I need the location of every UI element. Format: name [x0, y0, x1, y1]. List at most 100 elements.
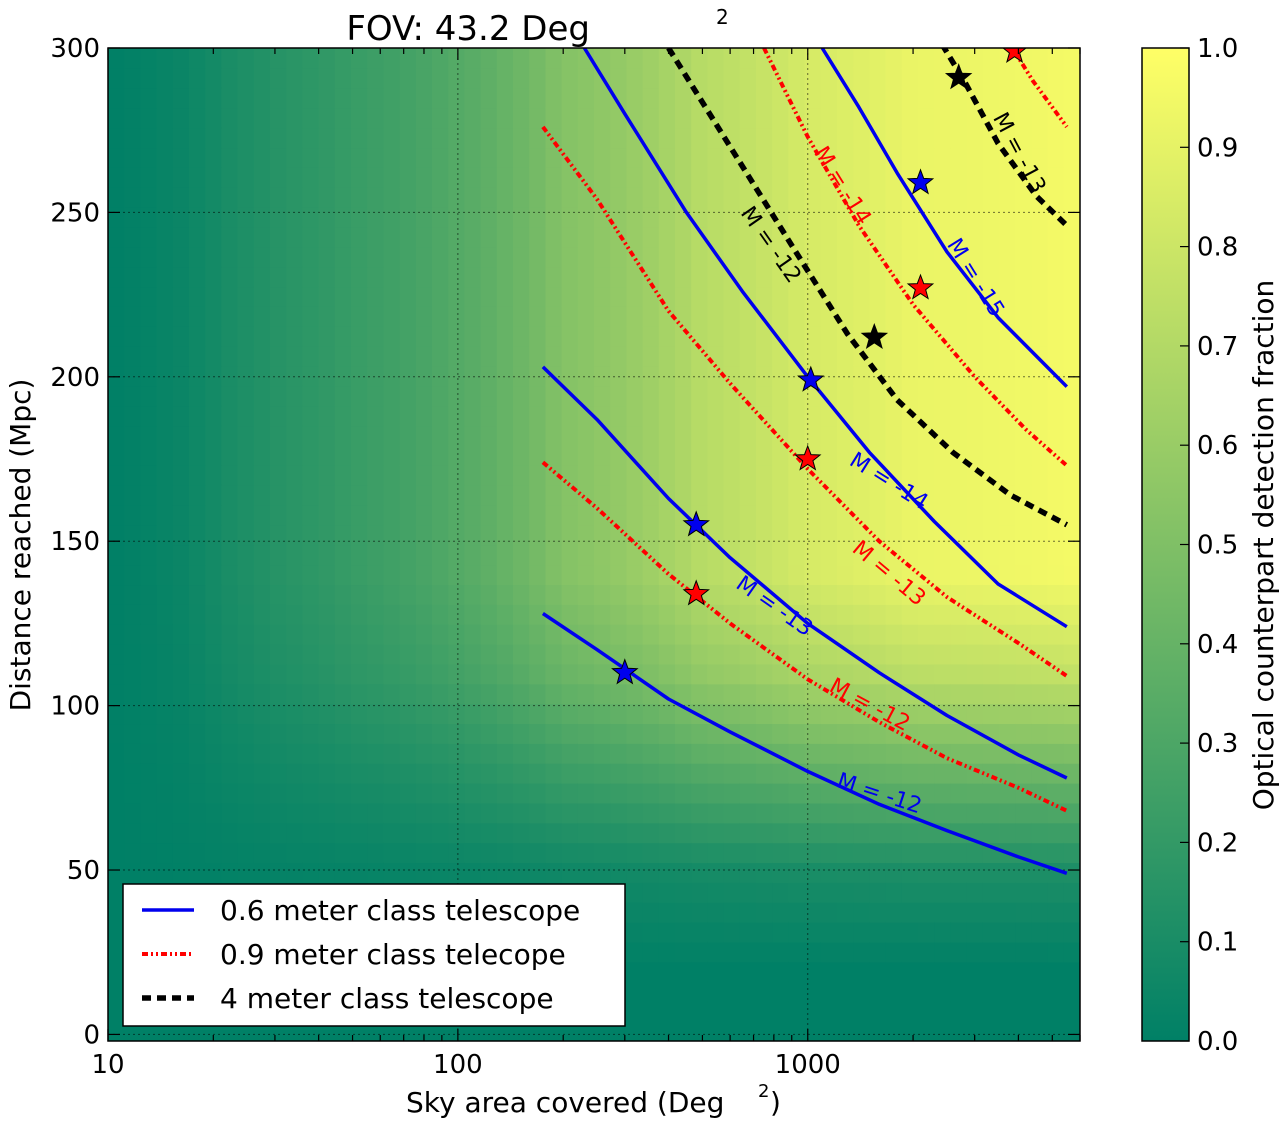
- heatmap-cell: [189, 663, 206, 685]
- heatmap-cell: [253, 127, 271, 149]
- heatmap-cell: [221, 425, 239, 446]
- heatmap-cell: [934, 306, 952, 327]
- heatmap-cell: [140, 604, 158, 625]
- heatmap-cell: [399, 484, 417, 506]
- heatmap-cell: [934, 167, 952, 188]
- heatmap-cell: [1063, 623, 1080, 645]
- heatmap-cell: [415, 246, 433, 268]
- heatmap-cell: [918, 862, 935, 883]
- heatmap-cell: [561, 802, 579, 824]
- heatmap-cell: [464, 286, 482, 307]
- heatmap-cell: [999, 1021, 1016, 1041]
- heatmap-cell: [982, 187, 1000, 208]
- heatmap-cell: [966, 762, 984, 784]
- heatmap-cell: [853, 882, 871, 903]
- heatmap-cell: [1047, 147, 1065, 168]
- heatmap-cell: [545, 286, 563, 307]
- heatmap-cell: [675, 445, 692, 466]
- heatmap-cell: [577, 544, 595, 566]
- heatmap-cell: [513, 87, 530, 109]
- heatmap-cell: [286, 266, 304, 288]
- heatmap-cell: [270, 425, 287, 446]
- heatmap-cell: [934, 345, 952, 367]
- heatmap-cell: [221, 802, 239, 824]
- heatmap-cell: [756, 643, 773, 665]
- heatmap-cell: [399, 226, 417, 248]
- heatmap-cell: [772, 544, 790, 566]
- heatmap-cell: [869, 604, 887, 625]
- heatmap-cell: [529, 365, 547, 387]
- heatmap-cell: [982, 326, 1000, 347]
- heatmap-cell: [901, 365, 919, 387]
- heatmap-cell: [432, 226, 449, 248]
- heatmap-cell: [837, 623, 854, 645]
- heatmap-cell: [788, 584, 806, 605]
- heatmap-cell: [1015, 782, 1033, 804]
- heatmap-cell: [1047, 425, 1065, 446]
- heatmap-cell: [772, 643, 790, 665]
- heatmap-cell: [820, 842, 838, 864]
- heatmap-cell: [723, 981, 741, 1003]
- heatmap-cell: [723, 762, 741, 784]
- heatmap-cell: [788, 385, 806, 407]
- heatmap-cell: [172, 306, 190, 327]
- heatmap-cell: [270, 643, 287, 665]
- heatmap-cell: [302, 723, 320, 744]
- heatmap-cell: [545, 484, 563, 506]
- heatmap-cell: [853, 762, 871, 784]
- heatmap-cell: [237, 584, 255, 605]
- heatmap-cell: [837, 187, 854, 208]
- heatmap-cell: [626, 206, 644, 228]
- heatmap-cell: [415, 345, 433, 367]
- heatmap-cell: [804, 326, 822, 347]
- heatmap-cell: [658, 723, 676, 744]
- heatmap-cell: [415, 206, 433, 228]
- heatmap-cell: [658, 643, 676, 665]
- heatmap-cell: [108, 941, 125, 963]
- heatmap-cell: [383, 226, 401, 248]
- heatmap-cell: [480, 723, 498, 744]
- heatmap-cell: [756, 842, 773, 864]
- heatmap-cell: [707, 187, 725, 208]
- heatmap-cell: [982, 226, 1000, 248]
- heatmap-cell: [367, 782, 385, 804]
- heatmap-cell: [140, 445, 158, 466]
- heatmap-cell: [334, 326, 352, 347]
- heatmap-cell: [221, 127, 239, 149]
- heatmap-cell: [691, 802, 709, 824]
- heatmap-cell: [966, 623, 984, 645]
- heatmap-cell: [934, 504, 952, 526]
- heatmap-cell: [205, 643, 223, 665]
- heatmap-cell: [302, 544, 320, 566]
- heatmap-cell: [415, 762, 433, 784]
- heatmap-cell: [707, 87, 725, 109]
- heatmap-cell: [610, 286, 628, 307]
- heatmap-cell: [853, 405, 871, 427]
- heatmap-cell: [367, 266, 385, 288]
- heatmap-cell: [1031, 723, 1049, 744]
- heatmap-cell: [772, 147, 790, 168]
- heatmap-cell: [448, 246, 466, 268]
- heatmap-cell: [837, 663, 854, 685]
- heatmap-cell: [383, 385, 401, 407]
- heatmap-cell: [901, 862, 919, 883]
- heatmap-cell: [432, 743, 449, 764]
- heatmap-cell: [172, 365, 190, 387]
- heatmap-cell: [205, 484, 223, 506]
- heatmap-cell: [124, 663, 142, 685]
- heatmap-cell: [415, 643, 433, 665]
- heatmap-cell: [723, 484, 741, 506]
- heatmap-cell: [901, 544, 919, 566]
- heatmap-cell: [675, 782, 692, 804]
- heatmap-cell: [756, 147, 773, 168]
- heatmap-cell: [383, 524, 401, 546]
- heatmap-cell: [108, 326, 125, 347]
- heatmap-cell: [901, 623, 919, 645]
- heatmap-cell: [286, 822, 304, 844]
- heatmap-cell: [351, 425, 368, 446]
- heatmap-cell: [108, 465, 125, 486]
- heatmap-cell: [756, 465, 773, 486]
- heatmap-cell: [804, 1021, 822, 1041]
- heatmap-cell: [707, 484, 725, 506]
- heatmap-cell: [788, 743, 806, 764]
